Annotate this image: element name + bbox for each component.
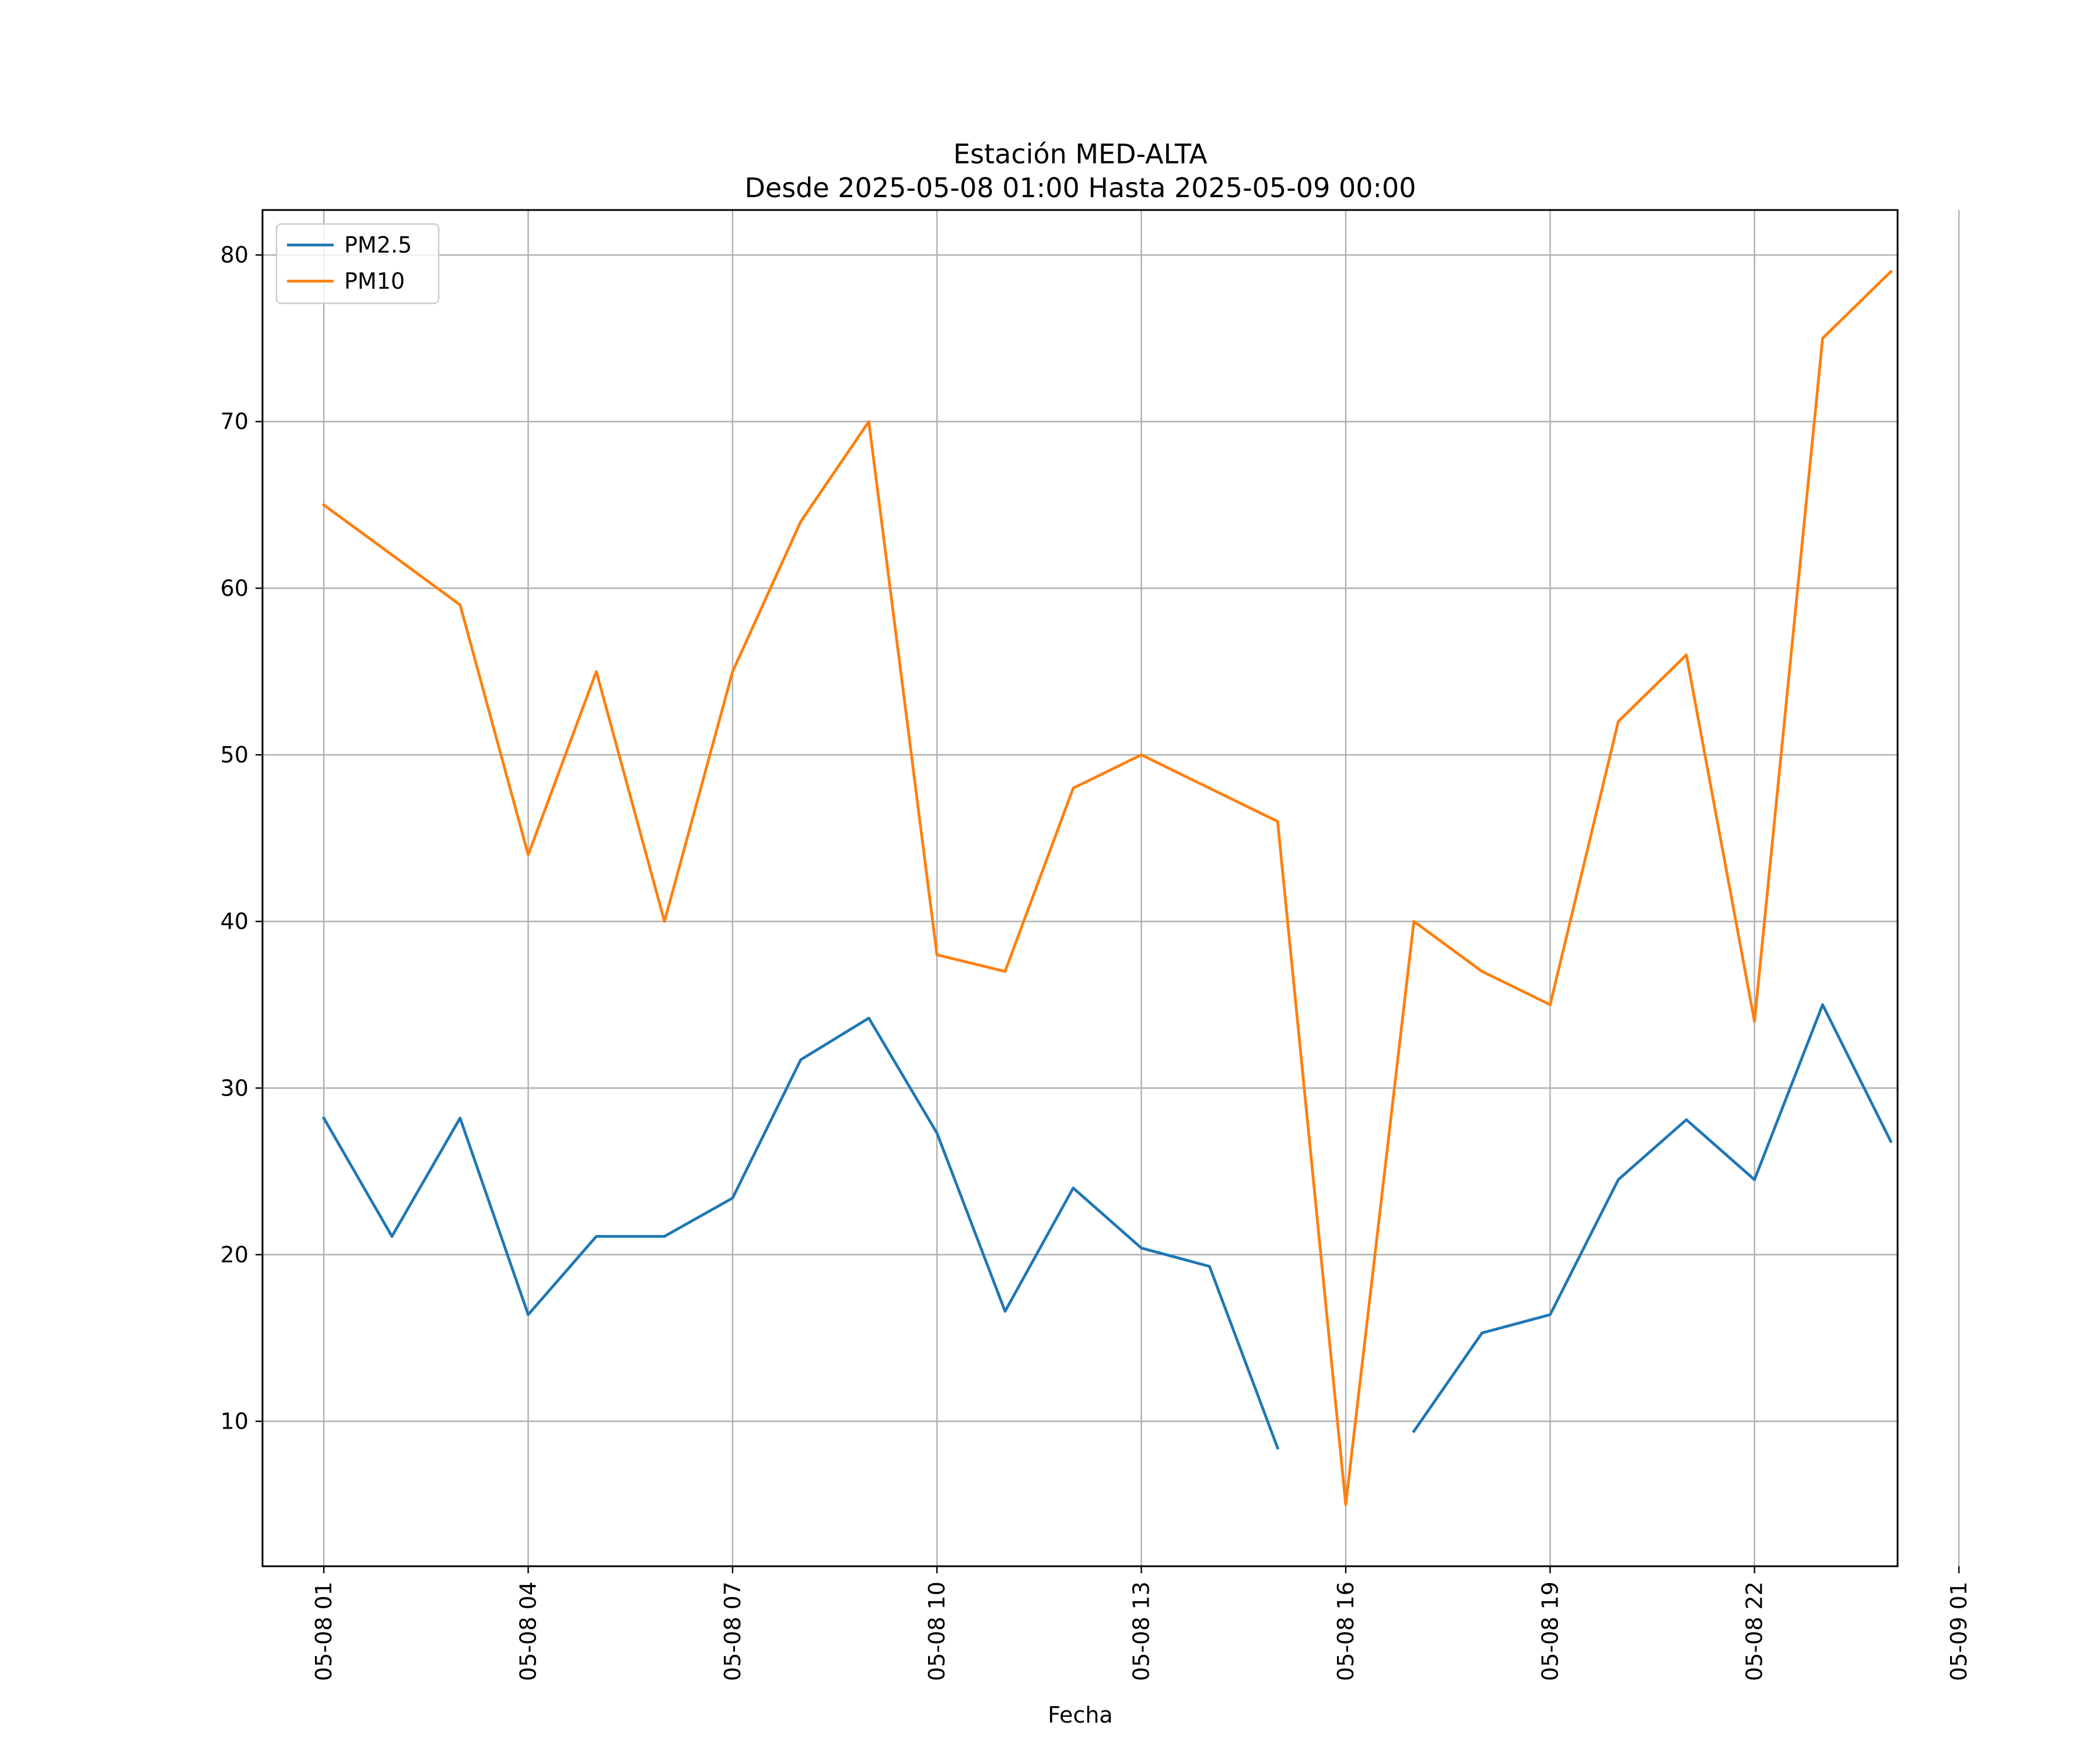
legend-label: PM10 <box>344 268 405 294</box>
y-tick-label: 30 <box>220 1075 249 1101</box>
grid-lines <box>262 210 1960 1566</box>
series-line-1 <box>321 270 1893 1506</box>
plot-area-frame <box>261 209 1899 1567</box>
x-tick-label: 05-08 10 <box>924 1581 950 1681</box>
legend: PM2.5 PM10 <box>275 223 440 304</box>
y-tick-label: 10 <box>220 1409 249 1434</box>
chart-title: Estación MED-ALTA <box>953 138 1208 170</box>
series-line-0 <box>321 1003 1893 1450</box>
y-tick-label: 80 <box>220 242 249 268</box>
legend-label: PM2.5 <box>344 232 412 258</box>
y-axis: 10 20 30 40 50 60 70 80 <box>220 242 262 1434</box>
x-tick-label: 05-08 19 <box>1537 1581 1563 1681</box>
chart-subtitle: Desde 2025-05-08 01:00 Hasta 2025-05-09 … <box>744 172 1416 204</box>
x-tick-label: 05-09 01 <box>1946 1581 1972 1681</box>
x-tick-label: 05-08 04 <box>515 1581 541 1681</box>
y-tick-label: 50 <box>220 742 249 768</box>
x-axis: 05-08 01 05-08 04 05-08 07 05-08 10 05-08 13… <box>311 1566 1972 1681</box>
y-tick-label: 40 <box>220 909 249 935</box>
x-axis-label: Fecha <box>1048 1702 1112 1728</box>
x-tick-label: 05-08 01 <box>311 1581 337 1681</box>
x-tick-label: 05-08 16 <box>1333 1581 1359 1681</box>
x-tick-label: 05-08 22 <box>1742 1581 1768 1681</box>
x-tick-label: 05-08 13 <box>1129 1581 1154 1681</box>
series-lines <box>321 270 1893 1506</box>
y-tick-label: 20 <box>220 1242 249 1268</box>
y-tick-label: 70 <box>220 409 249 435</box>
x-tick-label: 05-08 07 <box>720 1581 746 1681</box>
y-tick-label: 60 <box>220 575 249 601</box>
